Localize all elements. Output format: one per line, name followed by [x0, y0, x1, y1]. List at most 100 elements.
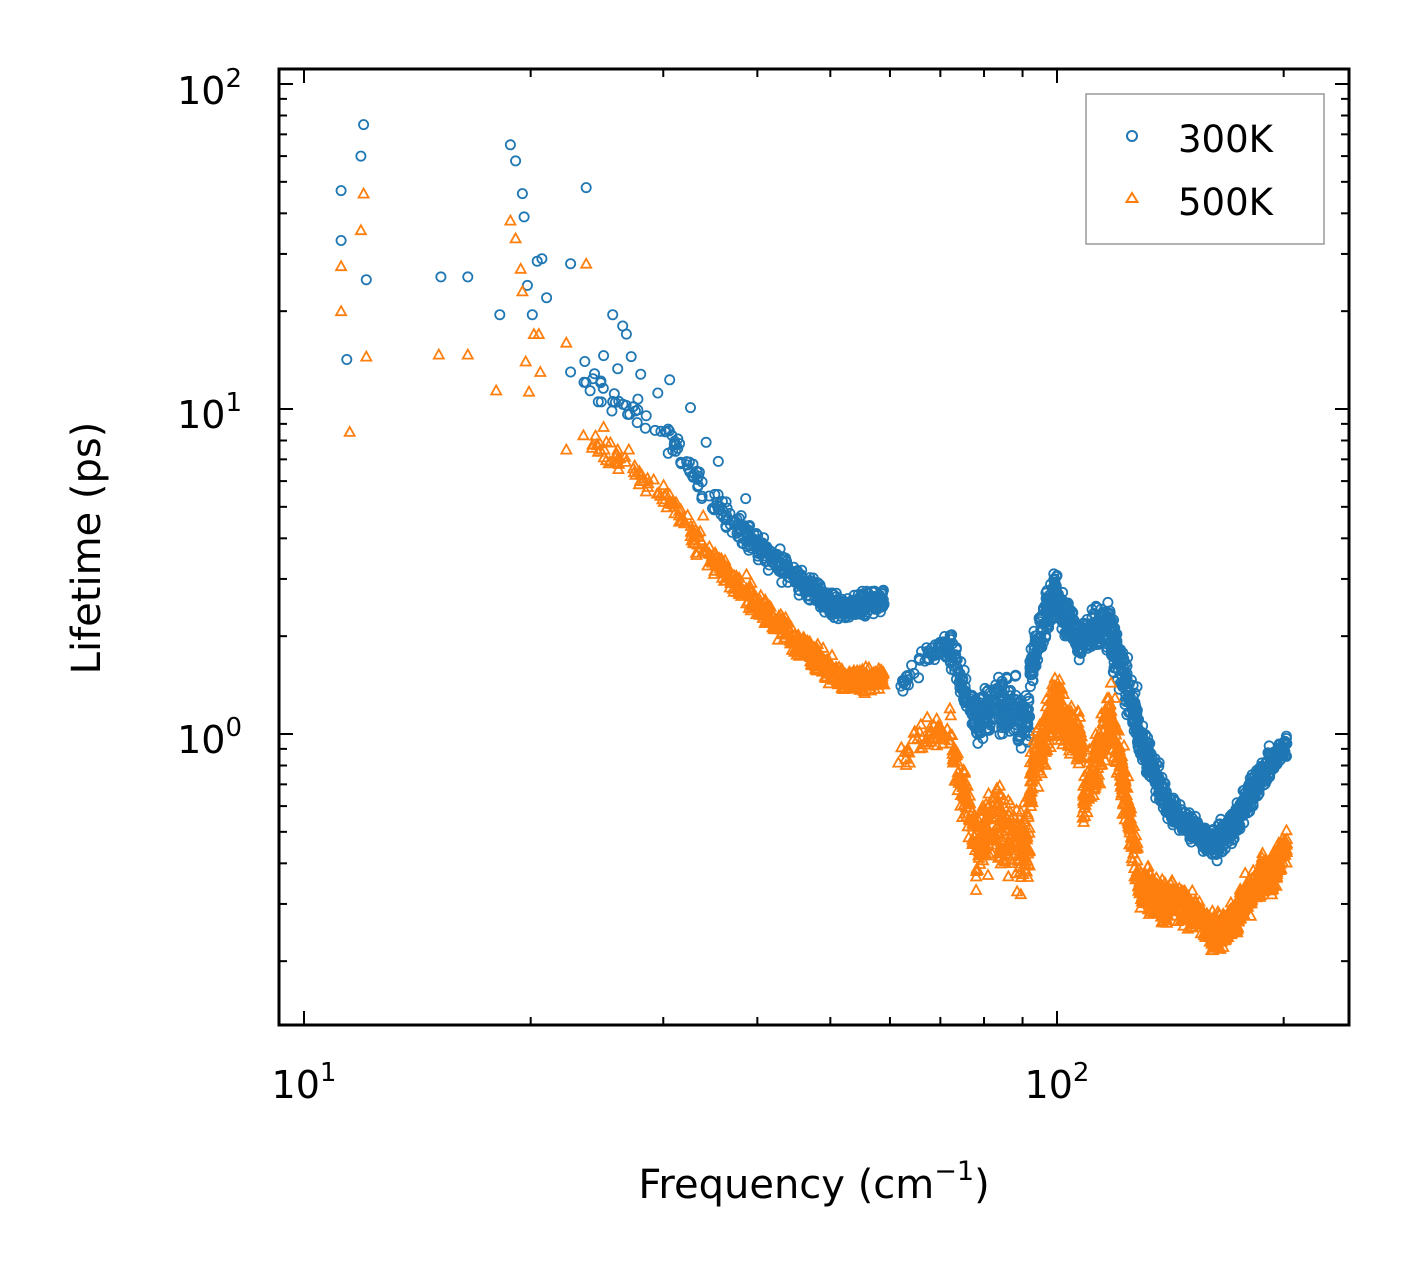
data-point-500k-seg16-153	[1183, 895, 1197, 908]
legend-label-500k: 500K	[1178, 181, 1275, 224]
data-point-500k-seg11-91	[1024, 745, 1038, 757]
data-point-500k-seg1-56	[681, 508, 695, 520]
data-point-300k-9	[504, 139, 516, 151]
data-point-500k-seg18-165	[1235, 902, 1249, 915]
data-point-300k-seg11-132	[1050, 579, 1062, 591]
data-point-300k-seg3-104	[752, 529, 764, 541]
data-point-300k-seg13-137	[1086, 604, 1098, 616]
data-point-500k-seg0-30	[652, 485, 666, 498]
data-point-300k-26	[620, 328, 632, 340]
data-point-300k-seg0-22	[627, 401, 639, 413]
data-point-300k-seg7-36	[923, 652, 935, 664]
x-axis-label: Frequency (cm−1)	[638, 1156, 989, 1208]
data-point-500k-seg1-45	[688, 536, 702, 549]
data-point-300k-seg8-77	[957, 673, 969, 685]
data-point-300k-0	[335, 185, 347, 197]
data-point-500k-19	[559, 442, 573, 455]
data-point-300k-seg5-153	[869, 602, 881, 614]
data-point-500k-seg12-136	[1062, 743, 1076, 756]
data-point-500k-seg4-149	[830, 664, 844, 677]
data-point-500k-seg14-130	[1118, 772, 1132, 785]
x-tick-label-100: 102	[1025, 1058, 1090, 1107]
data-point-300k-seg5-141	[856, 601, 868, 613]
data-point-300k-seg10-111	[1017, 709, 1029, 721]
data-point-500k-seg19-86	[1267, 867, 1281, 880]
data-point-300k-seg10-108	[1010, 694, 1022, 706]
data-point-500k-seg9-87	[985, 837, 999, 850]
data-point-500k-seg18-153	[1243, 878, 1257, 891]
data-point-500k-seg13-144	[1094, 734, 1108, 747]
data-point-500k-seg9-71	[971, 863, 985, 875]
data-point-500k-seg16-177	[1188, 901, 1202, 913]
data-point-500k-seg2-79	[707, 551, 721, 564]
data-point-300k-seg14-116	[1112, 657, 1124, 669]
data-point-300k-seg14-126	[1118, 663, 1130, 675]
data-point-500k-seg12-28	[1064, 699, 1078, 711]
data-point-500k-seg2-84	[717, 566, 731, 579]
data-point-500k-seg5-99	[864, 683, 878, 696]
data-point-500k-seg9-42	[981, 868, 995, 880]
data-point-500k-9	[503, 213, 517, 226]
data-point-300k-seg19-76	[1276, 743, 1288, 755]
data-point-500k-seg10-86	[993, 799, 1007, 812]
legend-marker-300k	[1126, 130, 1138, 142]
data-point-300k-31	[685, 402, 697, 414]
data-point-300k-seg9-87	[971, 722, 983, 734]
data-point-500k-seg6-7	[899, 758, 913, 770]
data-point-500k-seg11-143	[1039, 722, 1053, 735]
data-point-500k-seg19-61	[1279, 823, 1294, 836]
data-point-300k-seg17-149	[1206, 838, 1218, 850]
data-point-500k-seg10-121	[1020, 864, 1034, 877]
data-point-500k-20	[579, 256, 593, 269]
data-point-500k-seg5-148	[847, 663, 861, 676]
data-point-500k-seg17-149	[1210, 913, 1224, 925]
data-point-500k-seg1-2	[657, 478, 671, 491]
data-point-500k-24	[602, 456, 616, 469]
data-point-500k-seg16-169	[1194, 917, 1208, 930]
data-point-500k-seg0-10	[588, 428, 603, 441]
data-point-500k-seg16-123	[1165, 874, 1179, 887]
data-point-500k-seg12-120	[1052, 686, 1066, 698]
data-point-500k-seg10-123	[1017, 848, 1031, 861]
y-tick-label-10: 101	[177, 388, 242, 437]
data-point-300k-seg1-37	[660, 426, 672, 438]
data-point-500k-seg7-22	[920, 710, 934, 723]
data-point-500k-seg18-161	[1241, 879, 1255, 892]
data-point-300k-seg5-158	[875, 592, 887, 604]
data-point-300k-4	[358, 119, 370, 131]
data-point-500k-seg2-83	[713, 556, 727, 569]
data-point-300k-seg17-148	[1227, 834, 1239, 846]
data-point-500k-seg10-94	[1021, 870, 1035, 882]
legend: 300K 500K	[1085, 93, 1325, 245]
data-point-500k-seg12-57	[1073, 710, 1087, 722]
data-point-300k-seg16-178	[1170, 806, 1182, 818]
data-point-300k-seg15-154	[1150, 774, 1162, 786]
data-point-300k-23	[607, 309, 619, 321]
data-point-500k-seg12-135	[1061, 731, 1075, 744]
data-point-500k-seg15-156	[1133, 872, 1147, 885]
data-point-500k-seg15-153	[1151, 889, 1165, 902]
data-point-300k-seg4-159	[803, 577, 815, 589]
data-point-300k-29	[652, 387, 664, 399]
data-point-300k-10	[510, 155, 522, 167]
legend-label-300k: 300K	[1178, 118, 1275, 161]
data-point-500k-seg18-168	[1248, 884, 1262, 897]
data-point-300k-seg10-118	[997, 698, 1009, 710]
data-point-300k-14	[526, 309, 538, 321]
data-point-300k-seg0-27	[597, 382, 609, 394]
data-point-500k-25	[611, 442, 625, 455]
data-point-500k-10	[509, 231, 523, 244]
data-point-500k-seg11-66	[1039, 692, 1054, 704]
data-point-500k-seg14-69	[1130, 853, 1144, 866]
data-point-300k-seg14-147	[1107, 633, 1119, 645]
data-point-300k-seg5-157	[847, 607, 859, 619]
data-point-300k-seg0-21	[649, 424, 661, 436]
data-point-300k-seg14-134	[1122, 683, 1134, 695]
data-point-500k-seg13-138	[1102, 690, 1116, 703]
data-point-500k-seg5-147	[876, 666, 891, 679]
data-point-500k-seg3-126	[790, 647, 804, 660]
data-point-300k-34	[740, 493, 752, 505]
data-point-500k-seg6-1	[899, 751, 913, 764]
data-point-300k-seg8-62	[954, 668, 966, 680]
